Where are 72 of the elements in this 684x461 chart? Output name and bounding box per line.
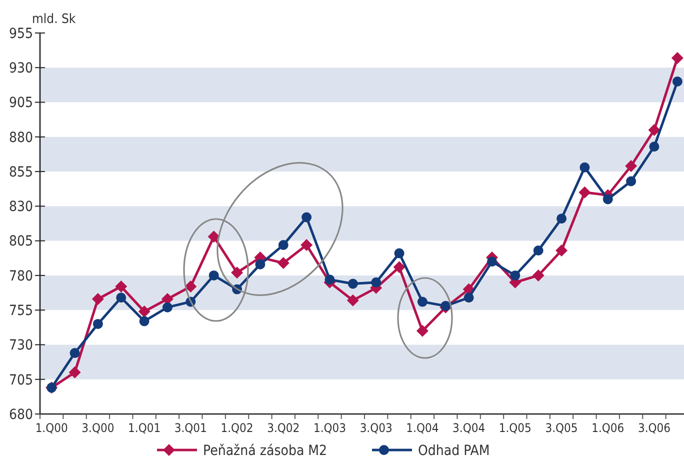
point xyxy=(138,305,150,318)
point xyxy=(464,292,474,303)
point xyxy=(348,278,358,289)
point xyxy=(532,269,544,282)
point xyxy=(277,256,290,269)
y-axis-title: mld. Sk xyxy=(32,12,76,27)
x-tick-label: 3.Q03 xyxy=(360,421,392,435)
point xyxy=(231,266,244,279)
point xyxy=(510,270,520,280)
point xyxy=(556,244,568,257)
point xyxy=(184,280,197,293)
point xyxy=(626,176,636,186)
y-tick-label: 955 xyxy=(8,26,33,42)
point xyxy=(393,261,406,274)
x-tick-label: 1.Q03 xyxy=(313,421,346,435)
point xyxy=(578,186,591,198)
x-tick-label: 1.Q00 xyxy=(35,421,68,435)
point xyxy=(394,248,404,258)
point xyxy=(672,76,682,86)
point xyxy=(417,296,428,307)
x-tick-label: 1.Q05 xyxy=(498,421,532,435)
x-tick-label: 1.Q01 xyxy=(128,421,161,435)
point xyxy=(580,162,590,172)
point xyxy=(139,316,150,326)
x-tick-label: 3.Q04 xyxy=(452,421,486,435)
point xyxy=(649,142,660,152)
y-tick-label: 755 xyxy=(8,302,33,319)
point xyxy=(92,318,103,329)
point xyxy=(278,240,288,250)
legend-label: Peňažná zásoba M2 xyxy=(203,442,328,459)
y-tick-label: 830 xyxy=(8,199,33,216)
point xyxy=(533,246,544,256)
legend-label: Odhad PAM xyxy=(418,442,490,459)
point xyxy=(371,277,382,288)
point xyxy=(346,294,359,306)
y-tick-label: 905 xyxy=(8,95,33,112)
point xyxy=(92,293,104,306)
point xyxy=(68,366,81,378)
y-tick-label: 780 xyxy=(8,268,33,284)
x-tick-label: 3.Q06 xyxy=(638,421,671,435)
point xyxy=(625,160,638,172)
point xyxy=(671,52,684,64)
y-tick-label: 730 xyxy=(8,338,33,354)
x-tick-label: 3.Q02 xyxy=(267,421,300,435)
y-tick-label: 680 xyxy=(8,406,33,423)
x-tick-label: 1.Q06 xyxy=(592,421,624,435)
point xyxy=(302,212,312,222)
y-tick-label: 705 xyxy=(8,372,33,388)
point xyxy=(602,194,613,204)
point xyxy=(416,324,428,337)
x-tick-label: 3.Q01 xyxy=(174,421,207,435)
point xyxy=(440,300,451,311)
y-tick-label: 880 xyxy=(8,130,33,146)
x-tick-label: 3.Q00 xyxy=(82,421,114,435)
point xyxy=(648,124,660,136)
x-tick-label: 3.Q05 xyxy=(545,421,578,435)
point xyxy=(208,230,220,243)
point xyxy=(116,292,126,303)
point xyxy=(486,256,497,267)
y-tick-label: 855 xyxy=(8,164,33,180)
point xyxy=(162,302,172,312)
point xyxy=(208,270,219,280)
point xyxy=(300,238,313,251)
point xyxy=(556,214,567,224)
y-tick-label: 930 xyxy=(8,60,33,77)
point xyxy=(324,274,335,285)
point xyxy=(255,259,266,270)
x-tick-label: 1.Q02 xyxy=(220,421,254,435)
point xyxy=(115,280,128,293)
y-tick-label: 805 xyxy=(8,234,33,250)
x-tick-label: 1.Q04 xyxy=(406,421,439,435)
point xyxy=(70,348,80,358)
